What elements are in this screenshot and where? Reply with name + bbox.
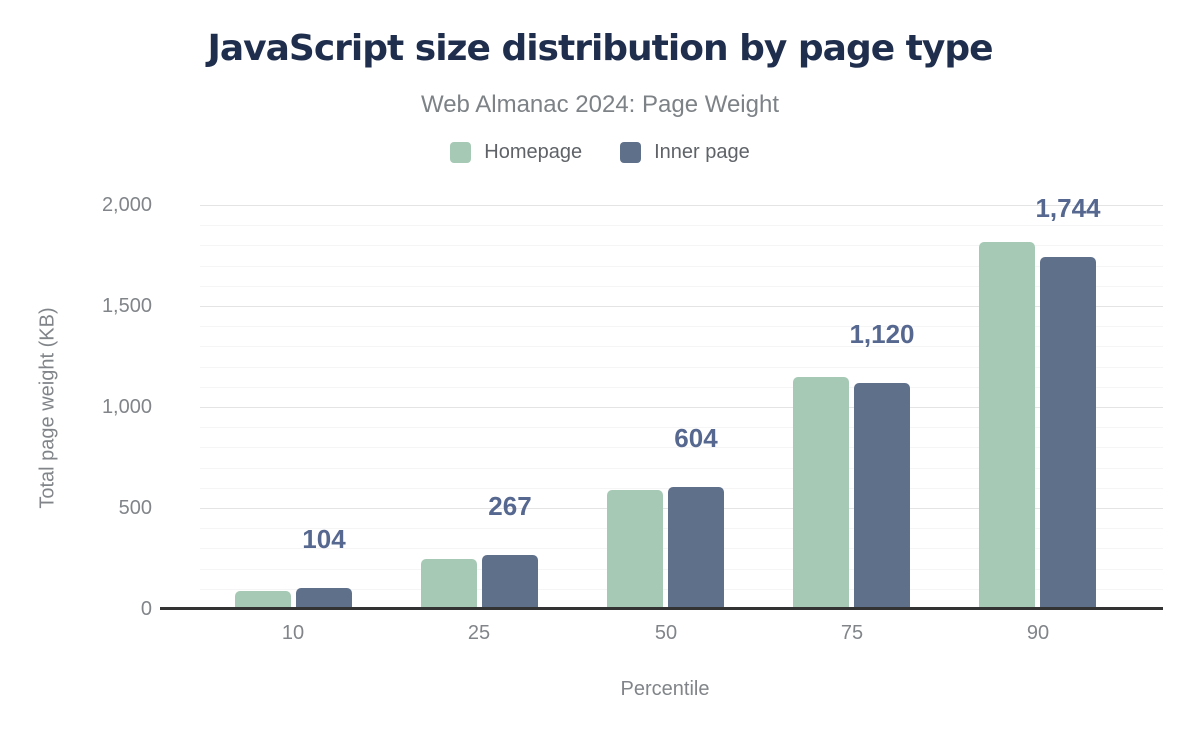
bar-homepage (607, 490, 663, 608)
data-label: 1,744 (1035, 193, 1101, 223)
bar-homepage (235, 591, 291, 608)
minor-gridline (200, 427, 1163, 428)
data-label: 604 (674, 423, 718, 453)
bar-inner-page (1040, 257, 1096, 608)
bar-inner-page (854, 383, 910, 608)
bar-inner-page (296, 588, 352, 608)
bar-homepage (793, 377, 849, 608)
minor-gridline (200, 245, 1163, 246)
bar-inner-page (482, 555, 538, 608)
y-axis-title: Total page weight (KB) (36, 307, 59, 509)
legend-item-homepage: Homepage (450, 141, 582, 164)
legend-item-inner-page: Inner page (620, 141, 750, 164)
y-tick-label: 2,000 (101, 194, 152, 216)
minor-gridline (200, 387, 1163, 388)
x-tick-label: 25 (467, 622, 491, 644)
data-label: 104 (302, 524, 346, 554)
x-tick-label: 10 (281, 622, 305, 644)
legend: Homepage Inner page (0, 141, 1200, 164)
minor-gridline (200, 346, 1163, 347)
legend-label: Inner page (654, 141, 750, 163)
minor-gridline (200, 225, 1163, 226)
x-axis-line (160, 607, 1163, 610)
legend-label: Homepage (484, 141, 583, 163)
major-gridline (200, 205, 1163, 206)
legend-swatch-inner-page (620, 142, 642, 163)
minor-gridline (200, 468, 1163, 469)
y-tick-label: 0 (140, 598, 152, 620)
chart-title: JavaScript size distribution by page typ… (207, 28, 993, 69)
x-axis-title: Percentile (620, 678, 710, 700)
minor-gridline (200, 286, 1163, 287)
minor-gridline (200, 266, 1163, 267)
data-label: 1,120 (849, 319, 915, 349)
x-tick-label: 75 (840, 622, 864, 644)
major-gridline (200, 306, 1163, 307)
x-tick-label: 90 (1026, 622, 1050, 644)
bar-inner-page (668, 487, 724, 608)
y-tick-label: 500 (118, 497, 152, 519)
bar-homepage (979, 242, 1035, 608)
major-gridline (200, 407, 1163, 408)
y-tick-label: 1,000 (101, 396, 152, 418)
minor-gridline (200, 367, 1163, 368)
x-tick-label: 50 (654, 622, 678, 644)
data-label: 267 (488, 491, 532, 521)
minor-gridline (200, 326, 1163, 327)
bar-homepage (421, 559, 477, 609)
chart-subtitle: Web Almanac 2024: Page Weight (420, 91, 779, 118)
minor-gridline (200, 447, 1163, 448)
legend-swatch-homepage (450, 142, 472, 163)
y-tick-label: 1,500 (101, 295, 152, 317)
